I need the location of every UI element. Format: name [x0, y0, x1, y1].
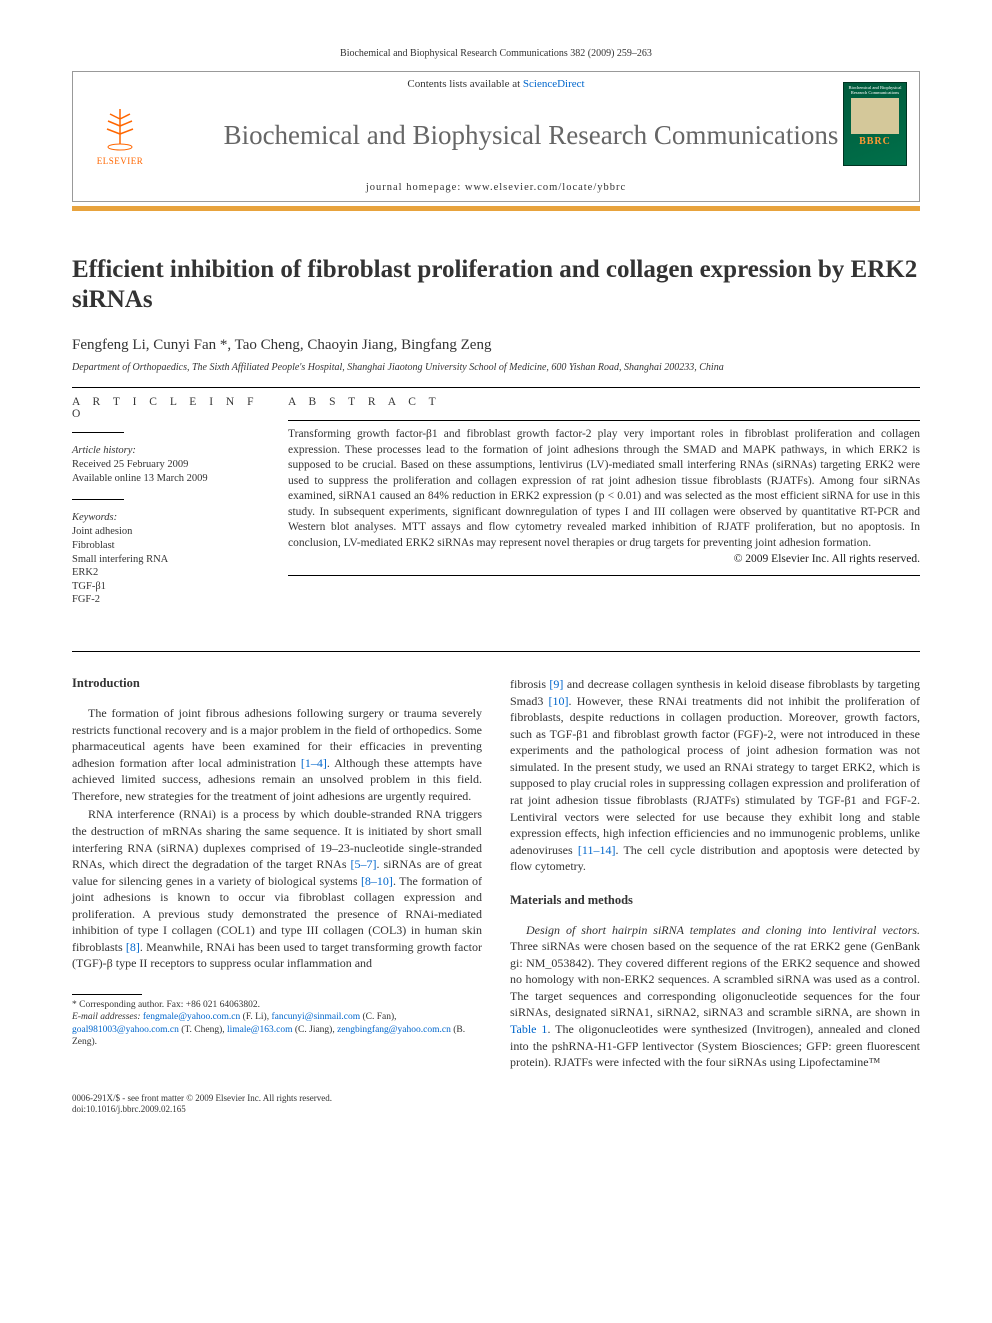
ref-link[interactable]: [1–4]	[301, 756, 327, 770]
journal-homepage: journal homepage: www.elsevier.com/locat…	[73, 178, 919, 201]
info-abstract-row: A R T I C L E I N F O Article history: R…	[72, 396, 920, 621]
ref-link[interactable]: [9]	[549, 677, 563, 691]
history-line: Received 25 February 2009	[72, 458, 260, 472]
history-line: Available online 13 March 2009	[72, 472, 260, 486]
rule	[288, 420, 920, 421]
email-label: E-mail addresses:	[72, 1012, 141, 1022]
abstract-text: Transforming growth factor-β1 and fibrob…	[288, 427, 920, 551]
introduction-heading: Introduction	[72, 676, 482, 691]
rule	[288, 575, 920, 576]
body-paragraph: Design of short hairpin siRNA templates …	[510, 922, 920, 1071]
ref-link[interactable]: [11–14]	[578, 843, 616, 857]
ref-link[interactable]: [8–10]	[361, 874, 393, 888]
keyword: Fibroblast	[72, 539, 260, 553]
cover-thumb-abbrev: BBRC	[859, 136, 891, 147]
email-link[interactable]: goal981003@yahoo.com.cn	[72, 1025, 179, 1035]
para-text: . However, these RNAi treatments did not…	[510, 694, 920, 857]
sciencedirect-link[interactable]: ScienceDirect	[523, 78, 585, 90]
body-paragraph: The formation of joint fibrous adhesions…	[72, 705, 482, 804]
elsevier-label: ELSEVIER	[97, 156, 144, 166]
contents-line: Contents lists available at ScienceDirec…	[73, 72, 919, 92]
abstract-copyright: © 2009 Elsevier Inc. All rights reserved…	[288, 553, 920, 565]
orange-rule	[72, 206, 920, 211]
footnote-rule	[72, 994, 142, 995]
email-who: (C. Fan),	[360, 1012, 396, 1022]
abstract-label: A B S T R A C T	[288, 396, 920, 408]
email-link[interactable]: fengmale@yahoo.com.cn	[143, 1012, 240, 1022]
keyword: FGF-2	[72, 593, 260, 607]
rule	[72, 432, 124, 433]
rule	[72, 651, 920, 652]
journal-banner: Contents lists available at ScienceDirec…	[72, 71, 920, 202]
body-column-right: fibrosis [9] and decrease collagen synth…	[510, 676, 920, 1072]
elsevier-logo: ELSEVIER	[85, 100, 155, 170]
email-link[interactable]: limale@163.com	[227, 1025, 292, 1035]
ref-link[interactable]: [8]	[126, 940, 140, 954]
homepage-url[interactable]: www.elsevier.com/locate/ybbrc	[465, 182, 626, 193]
para-text: fibrosis	[510, 677, 549, 691]
keyword: Small interfering RNA	[72, 553, 260, 567]
elsevier-tree-icon	[95, 104, 145, 154]
para-text: . The oligonucleotides were synthesized …	[510, 1022, 920, 1069]
cover-thumbnail: Biochemical and Biophysical Research Com…	[843, 82, 907, 166]
header-citation: Biochemical and Biophysical Research Com…	[72, 48, 920, 59]
body-paragraph: fibrosis [9] and decrease collagen synth…	[510, 676, 920, 875]
email-who: (F. Li),	[240, 1012, 271, 1022]
corresponding-author: * Corresponding author. Fax: +86 021 640…	[72, 999, 482, 1011]
cover-thumb-image	[851, 98, 899, 134]
keywords-title: Keywords:	[72, 512, 260, 523]
keyword: ERK2	[72, 566, 260, 580]
cover-thumb-label: Biochemical and Biophysical Research Com…	[847, 86, 903, 96]
affiliation: Department of Orthopaedics, The Sixth Af…	[72, 362, 920, 373]
article-title: Efficient inhibition of fibroblast proli…	[72, 255, 920, 315]
methods-heading: Materials and methods	[510, 893, 920, 908]
keywords-block: Keywords: Joint adhesion Fibroblast Smal…	[72, 512, 260, 607]
history-title: Article history:	[72, 445, 260, 456]
email-who: (T. Cheng),	[179, 1025, 227, 1035]
keyword: Joint adhesion	[72, 525, 260, 539]
body-column-left: Introduction The formation of joint fibr…	[72, 676, 482, 1072]
abstract-column: A B S T R A C T Transforming growth fact…	[288, 396, 920, 621]
article-info-column: A R T I C L E I N F O Article history: R…	[72, 396, 260, 621]
email-link[interactable]: fancunyi@sinmail.com	[271, 1012, 360, 1022]
body-columns: Introduction The formation of joint fibr…	[72, 676, 920, 1072]
footnotes: * Corresponding author. Fax: +86 021 640…	[72, 999, 482, 1048]
article-info-label: A R T I C L E I N F O	[72, 396, 260, 420]
rule	[72, 499, 124, 500]
para-italic: Design of short hairpin siRNA templates …	[526, 923, 920, 937]
article-history: Article history: Received 25 February 20…	[72, 445, 260, 485]
table-link[interactable]: Table 1	[510, 1022, 547, 1036]
journal-name: Biochemical and Biophysical Research Com…	[155, 120, 907, 151]
contents-prefix: Contents lists available at	[407, 78, 520, 90]
para-text: Three siRNAs were chosen based on the se…	[510, 939, 920, 1019]
ref-link[interactable]: [5–7]	[350, 857, 376, 871]
footer-line: 0006-291X/$ - see front matter © 2009 El…	[72, 1093, 920, 1105]
email-link[interactable]: zengbingfang@yahoo.com.cn	[337, 1025, 451, 1035]
homepage-prefix: journal homepage:	[366, 182, 465, 193]
page-footer: 0006-291X/$ - see front matter © 2009 El…	[72, 1093, 920, 1116]
body-paragraph: RNA interference (RNAi) is a process by …	[72, 806, 482, 971]
ref-link[interactable]: [10]	[549, 694, 569, 708]
email-who: (C. Jiang),	[293, 1025, 338, 1035]
email-list: E-mail addresses: fengmale@yahoo.com.cn …	[72, 1011, 482, 1048]
authors: Fengfeng Li, Cunyi Fan *, Tao Cheng, Cha…	[72, 337, 920, 354]
keyword: TGF-β1	[72, 580, 260, 594]
footer-doi: doi:10.1016/j.bbrc.2009.02.165	[72, 1104, 920, 1116]
rule	[72, 387, 920, 388]
